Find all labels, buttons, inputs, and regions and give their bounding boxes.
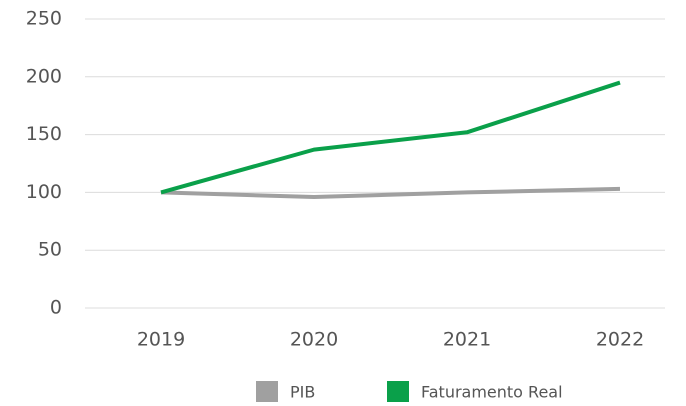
x-tick-label: 2022: [596, 329, 644, 351]
line: [160, 186, 621, 200]
y-tick-label: 200: [26, 65, 62, 87]
y-tick-label: 100: [26, 181, 62, 203]
y-tick-label: 150: [26, 123, 62, 145]
line: [160, 80, 621, 195]
y-tick-label: 250: [26, 8, 62, 30]
x-tick-label: 2019: [137, 329, 185, 351]
x-tick-label: 2021: [443, 329, 491, 351]
legend-label: Faturamento Real: [421, 383, 563, 402]
legend-label: PIB: [290, 383, 315, 402]
y-tick-label: 50: [38, 239, 62, 261]
legend-swatch: [256, 381, 278, 403]
legend-swatch: [387, 381, 409, 403]
x-tick-label: 2020: [290, 329, 338, 351]
y-tick-label: 0: [50, 297, 62, 319]
